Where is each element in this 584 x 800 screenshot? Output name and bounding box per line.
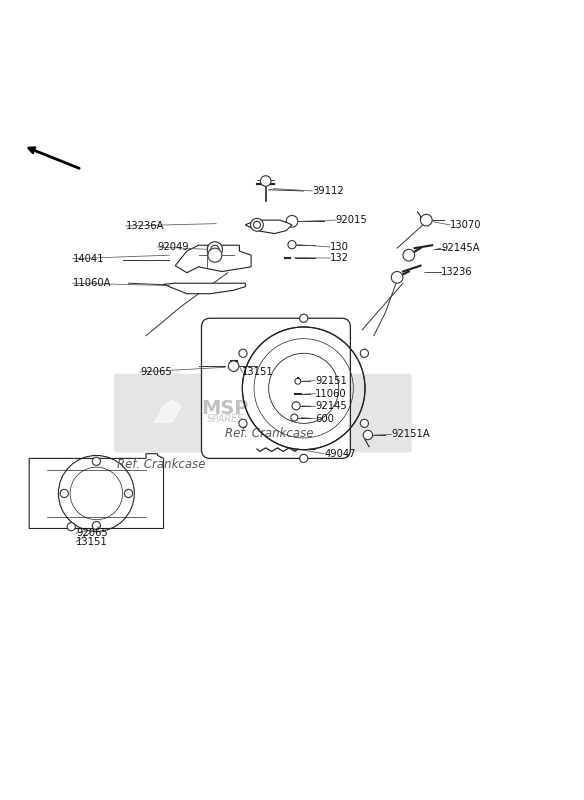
Circle shape — [124, 490, 133, 498]
Circle shape — [300, 454, 308, 462]
Text: 13236: 13236 — [441, 266, 472, 277]
Circle shape — [260, 176, 271, 186]
Circle shape — [207, 242, 223, 257]
Text: 600: 600 — [315, 414, 334, 424]
Circle shape — [300, 314, 308, 322]
Text: 92151: 92151 — [315, 376, 347, 386]
Circle shape — [60, 490, 68, 498]
Circle shape — [67, 522, 75, 531]
FancyBboxPatch shape — [201, 318, 350, 458]
Text: 92151A: 92151A — [391, 430, 430, 439]
Text: 13070: 13070 — [450, 220, 481, 230]
Polygon shape — [175, 246, 251, 273]
Text: 132: 132 — [330, 253, 349, 263]
Circle shape — [360, 349, 369, 358]
Text: 92065: 92065 — [140, 367, 172, 377]
Text: 13151: 13151 — [242, 367, 274, 377]
Text: 14041: 14041 — [73, 254, 105, 264]
Text: 39112: 39112 — [312, 186, 344, 196]
Polygon shape — [245, 220, 292, 234]
Polygon shape — [155, 400, 181, 422]
Polygon shape — [164, 283, 245, 294]
Circle shape — [420, 214, 432, 226]
Text: 11060A: 11060A — [73, 278, 112, 288]
FancyBboxPatch shape — [114, 374, 412, 453]
Circle shape — [92, 458, 100, 466]
Circle shape — [239, 349, 247, 358]
Circle shape — [288, 241, 296, 249]
Circle shape — [292, 402, 300, 410]
Text: Ref. Crankcase: Ref. Crankcase — [225, 426, 314, 440]
Text: MSP: MSP — [201, 399, 249, 418]
Text: 13236A: 13236A — [126, 221, 164, 231]
Text: 130: 130 — [330, 242, 349, 252]
Text: 92049: 92049 — [158, 242, 189, 252]
Circle shape — [363, 430, 373, 440]
Circle shape — [251, 218, 263, 231]
Text: 92145: 92145 — [315, 402, 347, 411]
Circle shape — [228, 361, 239, 371]
Circle shape — [360, 419, 369, 427]
Circle shape — [291, 414, 298, 421]
Text: 13151: 13151 — [76, 537, 107, 547]
Text: 49047: 49047 — [324, 449, 356, 458]
Text: 92015: 92015 — [336, 215, 367, 225]
Polygon shape — [29, 454, 164, 529]
Text: 11060: 11060 — [315, 389, 347, 398]
Circle shape — [211, 246, 219, 254]
Text: 92145A: 92145A — [441, 243, 479, 253]
Circle shape — [239, 419, 247, 427]
Text: 92065: 92065 — [76, 528, 107, 538]
Circle shape — [403, 250, 415, 261]
Circle shape — [391, 271, 403, 283]
Text: SPARES: SPARES — [207, 414, 245, 424]
Circle shape — [286, 215, 298, 227]
Circle shape — [208, 248, 222, 262]
Text: Ref. Crankcase: Ref. Crankcase — [117, 458, 206, 470]
Circle shape — [92, 522, 100, 530]
Circle shape — [295, 378, 301, 384]
Circle shape — [253, 222, 260, 228]
